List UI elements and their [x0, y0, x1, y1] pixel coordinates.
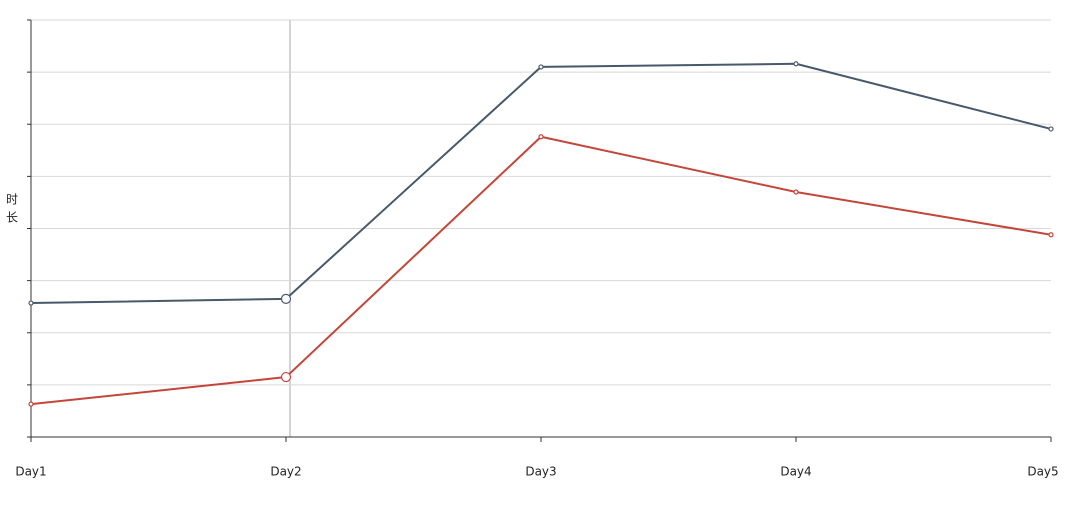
data-point	[28, 300, 34, 306]
data-point	[793, 189, 799, 195]
x-tick-label: Day2	[270, 465, 301, 479]
data-point	[28, 401, 34, 407]
data-point	[1048, 232, 1054, 238]
data-point	[538, 64, 544, 70]
x-tick-label: Day3	[525, 465, 556, 479]
x-tick-label: Day5	[1027, 465, 1058, 479]
data-point	[793, 61, 799, 67]
data-point	[280, 293, 292, 304]
y-axis-label: 时长	[5, 193, 19, 229]
x-tick-label: Day1	[15, 465, 46, 479]
x-tick-label: Day4	[780, 465, 811, 479]
data-point	[280, 371, 292, 383]
data-point	[1048, 126, 1054, 132]
data-point	[538, 134, 544, 140]
series-line	[30, 62, 1052, 305]
